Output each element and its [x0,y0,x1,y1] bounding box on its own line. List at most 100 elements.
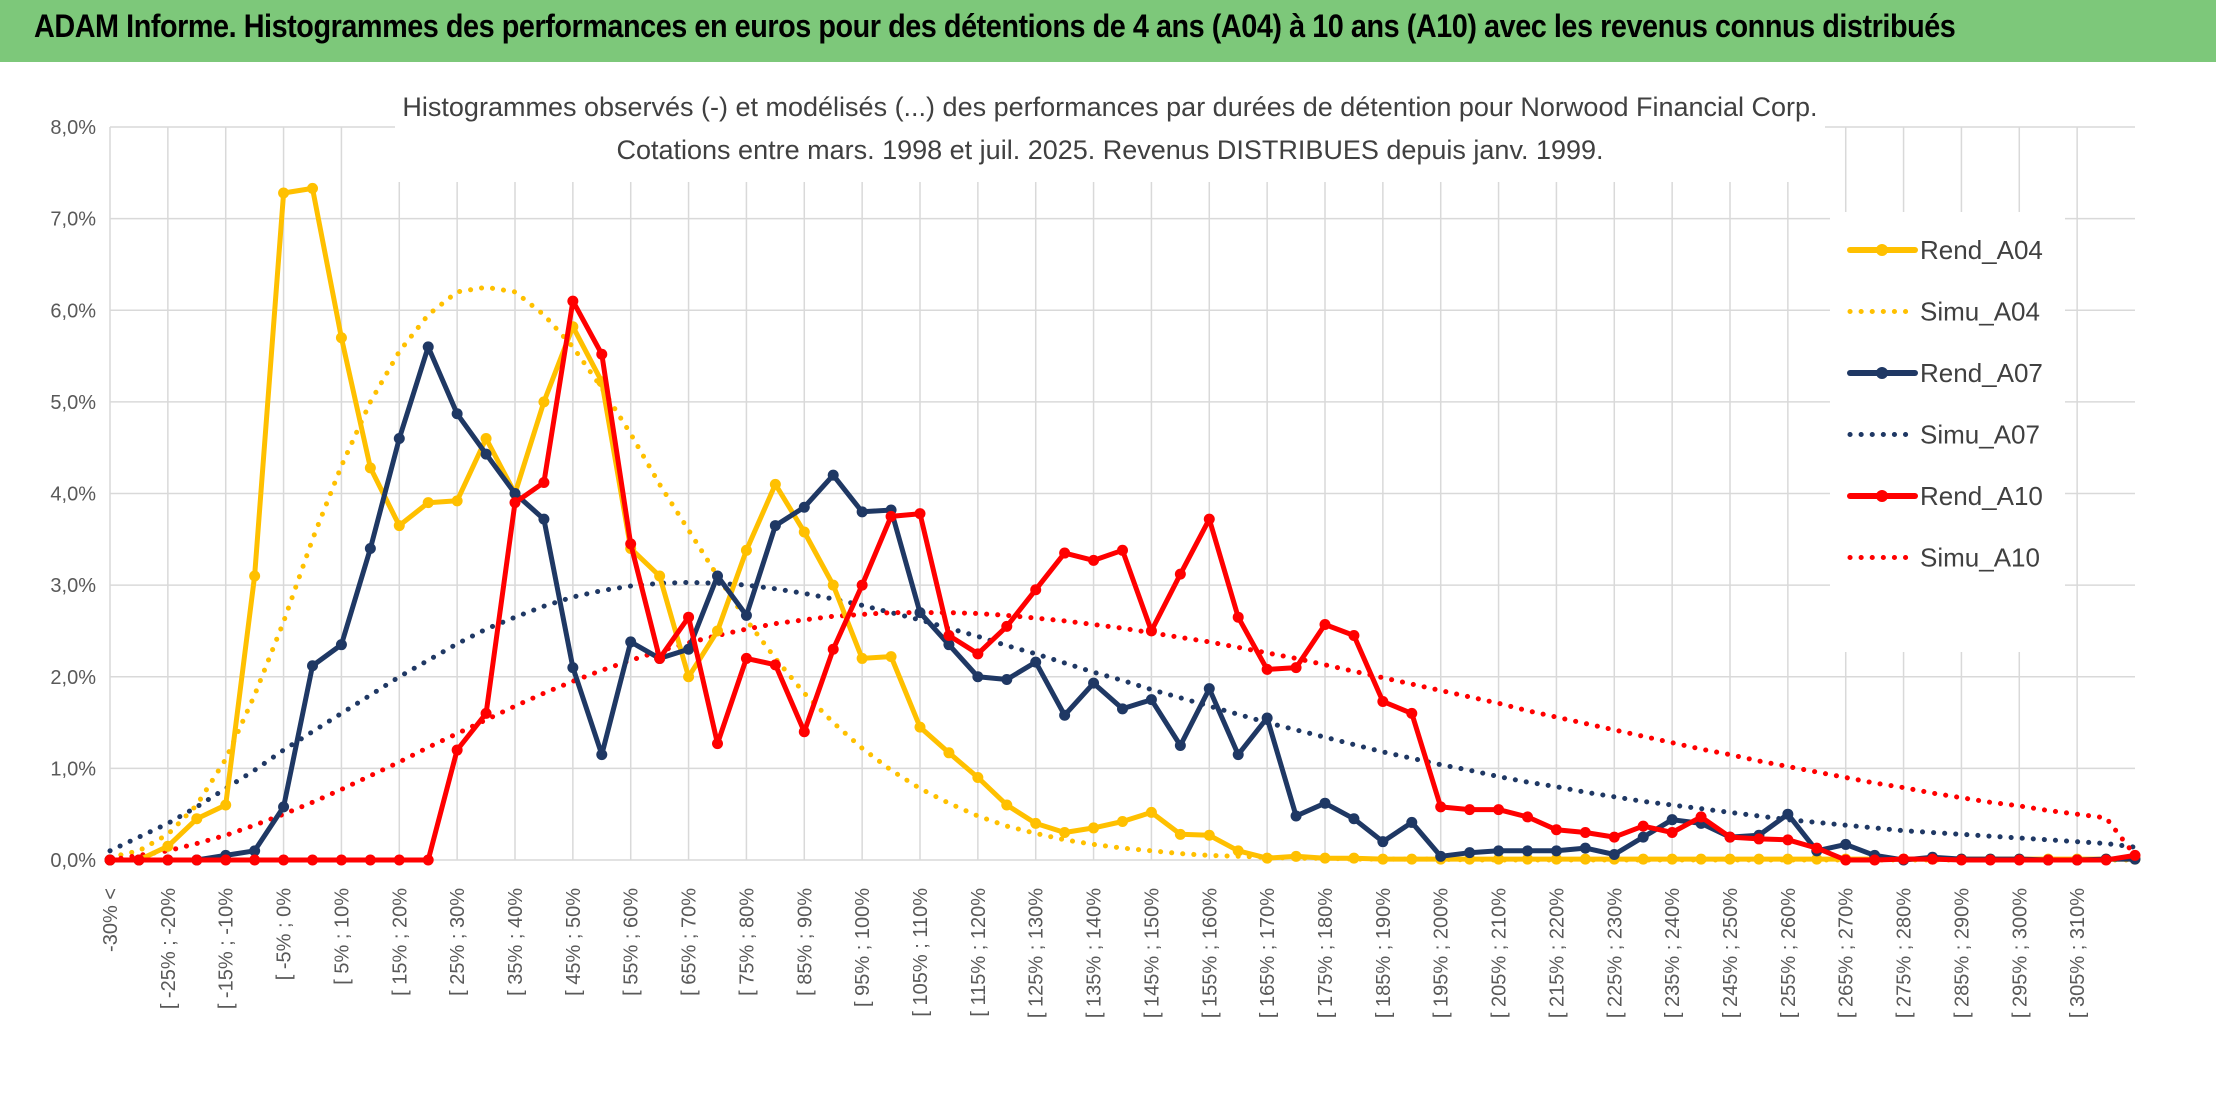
data-point-rend_a07 [480,448,492,460]
data-point-rend_a04 [393,520,405,532]
x-tick-label: [ 15% ; 20% [389,888,411,996]
data-point-rend_a07 [1059,709,1071,721]
data-point-rend_a04 [798,526,810,538]
data-point-rend_a07 [1464,847,1476,859]
data-point-rend_a04 [943,747,955,759]
series-layer [104,182,2141,866]
data-point-rend_a10 [1203,513,1215,525]
data-point-rend_a07 [509,488,521,499]
data-point-rend_a10 [1001,620,1013,632]
data-point-rend_a07 [1782,808,1794,820]
x-tick-label: [ 275% ; 280% [1894,888,1916,1018]
x-tick-label: [ 225% ; 230% [1604,888,1626,1018]
data-point-rend_a07 [1348,813,1360,825]
y-tick-label: 1,0% [50,758,96,780]
data-point-rend_a04 [1493,853,1505,865]
data-point-rend_a10 [1406,707,1418,719]
data-point-rend_a04 [1203,829,1215,841]
x-tick-label: [ 145% ; 150% [1141,888,1163,1018]
x-tick-label: [ 265% ; 270% [1836,888,1858,1018]
y-tick-label: 7,0% [50,209,96,231]
x-tick-label: [ 165% ; 170% [1257,888,1279,1018]
data-point-rend_a07 [798,501,810,513]
data-point-rend_a04 [538,396,550,408]
data-point-rend_a07 [567,662,579,674]
data-point-rend_a10 [1724,831,1736,843]
x-tick-label: [ 95% ; 100% [852,888,874,1007]
data-point-rend_a10 [1753,833,1765,845]
data-point-rend_a10 [683,611,695,623]
x-tick-label: [ 25% ; 30% [447,888,469,996]
y-tick-label: 0,0% [50,850,96,872]
data-point-rend_a07 [1608,849,1620,861]
y-tick-label: 4,0% [50,484,96,506]
data-point-rend_a10 [596,348,608,360]
data-point-rend_a04 [422,497,434,509]
data-point-rend_a07 [740,609,752,621]
data-point-rend_a04 [220,799,232,811]
data-point-rend_a07 [1232,749,1244,761]
data-point-rend_a10 [972,648,984,660]
data-point-rend_a10 [538,477,550,489]
data-point-rend_a10 [278,854,290,866]
data-point-rend_a04 [1117,816,1128,828]
data-point-rend_a04 [856,652,868,664]
legend-background [1830,212,2065,652]
data-point-rend_a07 [625,636,637,648]
data-point-rend_a07 [1174,739,1186,751]
data-point-rend_a10 [1695,811,1707,823]
data-point-rend_a07 [364,542,376,554]
data-point-rend_a07 [683,643,695,655]
data-point-rend_a04 [335,332,347,344]
x-tick-label: [ 155% ; 160% [1199,888,1221,1018]
data-point-rend_a10 [364,854,376,866]
x-tick-label: [ 235% ; 240% [1662,888,1684,1018]
data-point-rend_a10 [220,854,232,866]
data-point-rend_a04 [1348,852,1360,864]
data-point-rend_a10 [1088,554,1100,566]
x-tick-label: [ 295% ; 300% [2009,888,2031,1018]
data-point-rend_a04 [1753,853,1765,865]
data-point-rend_a07 [972,671,984,683]
data-point-rend_a04 [885,651,897,663]
x-tick-label: [ 305% ; 310% [2067,888,2089,1018]
x-tick-label: [ 185% ; 190% [1373,888,1395,1018]
data-point-rend_a07 [1522,845,1533,857]
legend-label: Rend_A04 [1920,235,2043,265]
data-point-rend_a07 [1290,810,1302,822]
x-tick-label: [ -5% ; 0% [274,888,296,980]
data-point-rend_a07 [1088,677,1100,689]
data-point-rend_a10 [2129,849,2141,861]
data-point-rend_a04 [1782,853,1794,865]
data-point-rend_a04 [364,462,376,474]
x-tick-label: [ 255% ; 260% [1778,888,1800,1018]
data-point-rend_a10 [162,854,174,866]
data-point-rend_a10 [480,707,492,719]
data-point-rend_a10 [1290,662,1302,674]
data-point-rend_a07 [914,607,926,619]
data-point-rend_a04 [1232,845,1244,857]
x-tick-label: [ 125% ; 130% [1026,888,1048,1018]
x-tick-label: [ -15% ; -10% [216,888,238,1009]
data-point-rend_a04 [1522,853,1533,865]
title-banner: ADAM Informe. Histogrammes des performan… [0,0,2216,62]
data-point-rend_a10 [1522,811,1533,823]
data-point-rend_a10 [654,652,666,664]
data-point-rend_a04 [1059,827,1071,839]
data-point-rend_a07 [1001,673,1013,685]
data-point-rend_a10 [567,295,579,307]
data-point-rend_a10 [856,579,868,591]
data-point-rend_a10 [1261,663,1273,675]
y-tick-label: 8,0% [50,117,96,139]
x-tick-label: [ 195% ; 200% [1431,888,1453,1018]
x-tick-label: [ 205% ; 210% [1489,888,1511,1018]
data-point-rend_a04 [1406,853,1418,865]
data-point-rend_a10 [1840,854,1852,866]
data-point-rend_a10 [1174,568,1186,580]
x-tick-label: [ 135% ; 140% [1084,888,1106,1018]
data-point-rend_a10 [769,659,781,671]
data-point-rend_a10 [1319,619,1331,631]
data-point-rend_a04 [1290,850,1302,862]
x-tick-label: [ 75% ; 80% [736,888,758,996]
y-tick-label: 2,0% [50,667,96,689]
